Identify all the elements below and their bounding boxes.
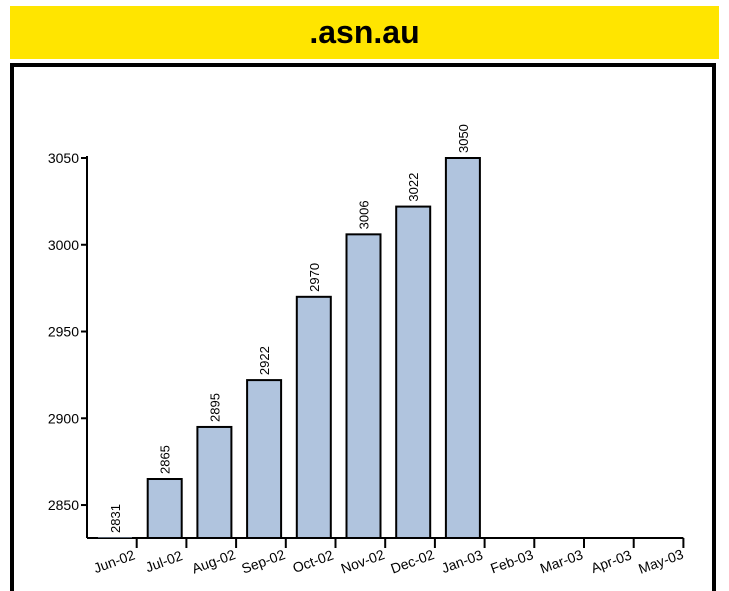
y-tick-label: 2900 xyxy=(48,410,79,426)
x-tick-label: Oct-02 xyxy=(290,547,335,576)
bar-value-label: 3006 xyxy=(357,200,372,229)
x-tick-label: Aug-02 xyxy=(190,546,238,577)
bar-value-label: 3022 xyxy=(406,173,421,202)
x-tick-label: May-03 xyxy=(636,546,686,577)
x-tick-label: Nov-02 xyxy=(339,546,387,577)
bar xyxy=(444,157,481,539)
x-tick-label: Apr-03 xyxy=(589,547,634,576)
bar xyxy=(295,295,332,539)
x-tick-label: Dec-02 xyxy=(388,546,436,577)
bar-value-label: 3050 xyxy=(456,124,471,153)
bar-value-label: 2831 xyxy=(108,504,123,533)
x-tick-label: Jan-03 xyxy=(439,546,485,576)
bar xyxy=(345,233,382,539)
x-tick-label: Jun-02 xyxy=(91,546,137,576)
bar xyxy=(146,478,183,540)
bar-value-label: 2895 xyxy=(207,393,222,422)
x-axis: Jun-02 Jul-02 Aug-02 Sep-02 Oct-02 Nov-02 Dec-… xyxy=(87,537,686,577)
chart-frame xyxy=(10,63,716,591)
title-bar: .asn.au xyxy=(10,6,719,59)
x-tick-label: Mar-03 xyxy=(538,546,585,576)
x-tick-label: Jul-02 xyxy=(143,547,185,575)
bars xyxy=(98,157,481,540)
chart-title: .asn.au xyxy=(309,14,420,50)
bar xyxy=(246,379,283,539)
x-tick-label: Sep-02 xyxy=(239,546,287,577)
y-tick-label: 2850 xyxy=(48,497,79,513)
bar xyxy=(196,425,233,539)
bar-value-label: 2865 xyxy=(158,445,173,474)
value-labels: 2831 2865 2895 2922 2970 3006 3022 3050 xyxy=(108,124,471,533)
y-axis: 2850 2900 2950 3000 3050 xyxy=(48,150,88,538)
y-tick-label: 3050 xyxy=(48,150,79,166)
y-tick-label: 3000 xyxy=(48,237,79,253)
bar xyxy=(98,537,132,538)
bar xyxy=(395,205,432,539)
x-tick-label: Feb-03 xyxy=(488,546,535,576)
y-tick-label: 2950 xyxy=(48,324,79,340)
bar-value-label: 2970 xyxy=(307,263,322,292)
bar-value-label: 2922 xyxy=(257,346,272,375)
